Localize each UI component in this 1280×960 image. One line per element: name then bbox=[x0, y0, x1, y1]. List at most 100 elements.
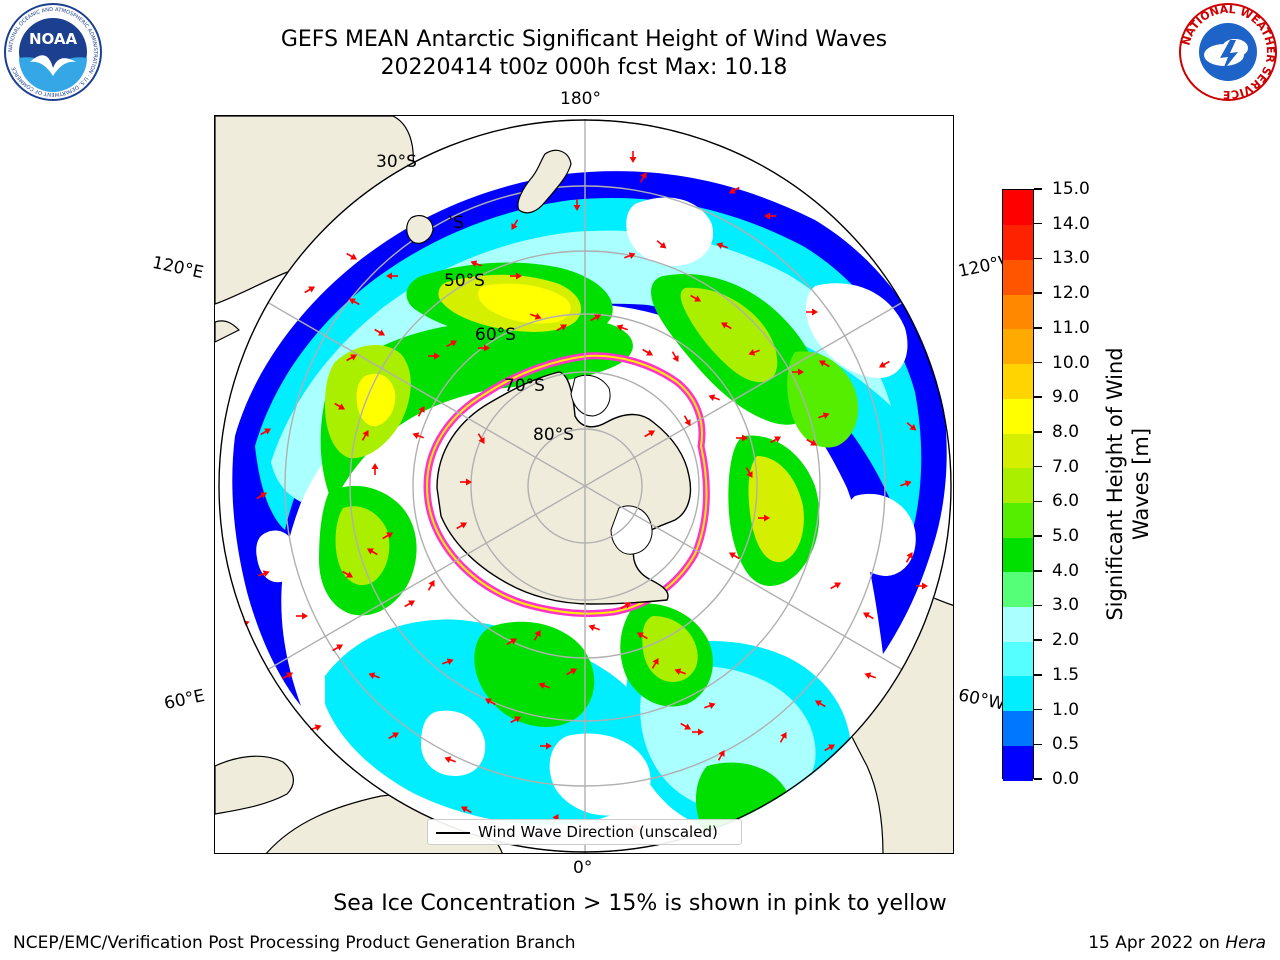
lat-label-60s: 60°S bbox=[475, 325, 516, 345]
wave-direction-arrow bbox=[346, 252, 358, 260]
lat-label-70s: 70°S bbox=[504, 376, 545, 396]
colorbar-segment bbox=[1003, 259, 1033, 295]
wave-direction-arrow bbox=[728, 552, 740, 560]
colorbar-segment bbox=[1003, 363, 1033, 399]
colorbar-tick-mark bbox=[1034, 327, 1042, 329]
colorbar-tick-mark bbox=[1034, 361, 1042, 364]
wave-direction-arrow bbox=[510, 272, 522, 280]
lat-label-80s: 80°S bbox=[533, 425, 574, 445]
colorbar-segment bbox=[1003, 328, 1033, 365]
wave-direction-arrow bbox=[256, 492, 268, 500]
wave-direction-arrow bbox=[864, 672, 876, 679]
wave-direction-arrow bbox=[764, 212, 776, 220]
lat-label-40s: 40°S bbox=[448, 213, 464, 233]
sea-ice-caption: Sea Ice Concentration > 15% is shown in … bbox=[333, 891, 947, 916]
wave-direction-arrow bbox=[806, 438, 818, 446]
wave-direction-arrow bbox=[683, 415, 691, 427]
wave-direction-arrow bbox=[446, 340, 458, 348]
wave-direction-arrow bbox=[460, 478, 472, 486]
wave-direction-arrow bbox=[639, 171, 647, 183]
wave-direction-arrow bbox=[824, 744, 836, 752]
wave-direction-arrow bbox=[708, 394, 720, 401]
colorbar-tick-mark bbox=[1034, 639, 1042, 641]
wave-direction-arrow bbox=[671, 351, 679, 363]
lon-label-60e: 60°E bbox=[162, 685, 207, 715]
colorbar-segment bbox=[1003, 537, 1033, 573]
wave-direction-arrow bbox=[806, 308, 818, 316]
colorbar-segment bbox=[1003, 606, 1033, 642]
colorbar-segment bbox=[1003, 467, 1033, 503]
chart-subtitle: 20220414 t00z 000h fcst Max: 10.18 bbox=[380, 55, 788, 80]
colorbar-segment bbox=[1003, 675, 1033, 712]
colorbar-tick-label: 4.0 bbox=[1052, 560, 1080, 581]
colorbar-segment bbox=[1003, 571, 1033, 608]
wave-direction-arrow bbox=[506, 638, 518, 646]
wave-direction-arrow bbox=[282, 672, 294, 680]
colorbar-tick-mark bbox=[1034, 708, 1042, 711]
legend-line-swatch bbox=[436, 832, 470, 834]
wave-direction-arrow bbox=[334, 402, 346, 410]
wave-direction-arrow bbox=[484, 698, 496, 706]
footer-machine: Hera bbox=[1225, 933, 1266, 953]
lat-label-50s: 50°S bbox=[444, 271, 485, 291]
colorbar-segment bbox=[1003, 641, 1033, 677]
wave-direction-arrow bbox=[412, 432, 424, 439]
wave-direction-arrow bbox=[720, 322, 732, 330]
svg-text:NOAA: NOAA bbox=[29, 30, 78, 48]
colorbar-tick-label: 3.0 bbox=[1052, 595, 1080, 616]
colorbar-tick-label: 11.0 bbox=[1052, 317, 1090, 338]
wave-direction-arrow bbox=[304, 286, 316, 294]
wave-direction-arrow bbox=[530, 313, 542, 320]
colorbar-tick-label: 0.0 bbox=[1052, 769, 1080, 789]
wave-direction-arrow bbox=[792, 368, 804, 376]
colorbar-tick-label: 10.0 bbox=[1052, 352, 1090, 373]
wave-direction-arrow bbox=[538, 682, 550, 689]
colorbar-tick-label: 8.0 bbox=[1052, 421, 1080, 442]
colorbar-tick-label: 5.0 bbox=[1052, 526, 1080, 547]
wave-direction-arrow bbox=[417, 405, 425, 417]
lon-label-60w: 60°W bbox=[956, 685, 1007, 715]
wave-direction-arrow bbox=[368, 672, 380, 679]
wave-direction-arrow bbox=[374, 328, 386, 336]
colorbar bbox=[1002, 189, 1034, 781]
footer-credit: NCEP/EMC/Verification Post Processing Pr… bbox=[13, 933, 576, 953]
colorbar-tick-label: 13.0 bbox=[1052, 248, 1090, 269]
colorbar-segment bbox=[1003, 294, 1033, 330]
wave-direction-arrow bbox=[620, 602, 632, 610]
colorbar-title: Significant Height of Wind Waves [m] bbox=[1103, 347, 1153, 621]
colorbar-tick-mark bbox=[1034, 778, 1042, 780]
wave-direction-arrow bbox=[427, 579, 435, 591]
colorbar-tick-label: 0.5 bbox=[1052, 734, 1080, 755]
wave-direction-arrow bbox=[296, 612, 308, 620]
nws-logo-icon: NATIONAL WEATHER SERVICE bbox=[1178, 2, 1278, 102]
wave-direction-arrow bbox=[906, 422, 917, 431]
wave-direction-arrow bbox=[862, 612, 874, 620]
colorbar-tick-mark bbox=[1034, 604, 1042, 607]
wave-direction-arrow bbox=[590, 314, 602, 322]
ice-shelf bbox=[570, 374, 611, 417]
polar-map bbox=[214, 115, 954, 854]
lat-label-30s: 30°S bbox=[376, 152, 417, 172]
wave-direction-arrow bbox=[404, 600, 416, 608]
colorbar-tick-mark bbox=[1034, 500, 1042, 503]
colorbar-tick-label: 2.0 bbox=[1052, 630, 1080, 651]
colorbar-segment bbox=[1003, 432, 1033, 469]
wave-direction-arrow bbox=[916, 582, 928, 590]
colorbar-tick-label: 1.5 bbox=[1052, 664, 1080, 685]
wave-direction-arrow bbox=[690, 294, 702, 302]
colorbar-tick-label: 14.0 bbox=[1052, 213, 1090, 234]
wave-direction-arrow bbox=[830, 582, 842, 590]
colorbar-tick-label: 12.0 bbox=[1052, 283, 1090, 304]
wave-direction-arrow bbox=[644, 430, 656, 438]
wave-direction-arrow bbox=[717, 749, 725, 761]
colorbar-tick-mark bbox=[1034, 535, 1042, 537]
wave-direction-arrow bbox=[342, 570, 354, 578]
wave-direction-arrow bbox=[704, 702, 716, 709]
colorbar-tick-label: 9.0 bbox=[1052, 387, 1080, 408]
wave-direction-arrow bbox=[656, 240, 667, 249]
wave-direction-arrow bbox=[818, 412, 830, 419]
wave-direction-arrow bbox=[510, 716, 522, 724]
outer-land-in-disk bbox=[406, 149, 572, 244]
wave-direction-arrow bbox=[478, 344, 490, 352]
wave-direction-arrow bbox=[444, 756, 456, 763]
